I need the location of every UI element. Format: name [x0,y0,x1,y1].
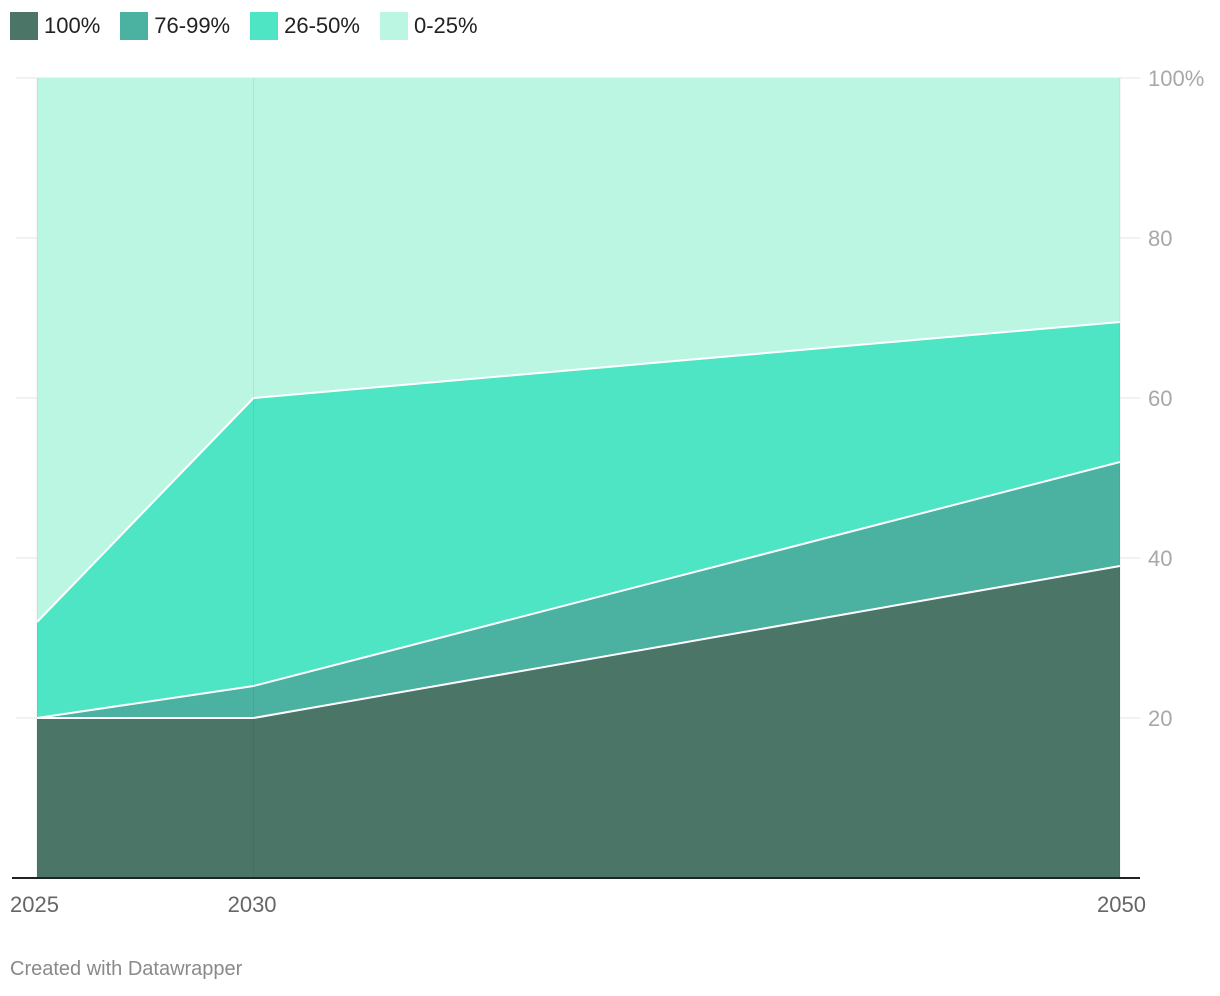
boundary-line-26-50 [36,321,1121,623]
legend-swatch-100 [10,12,38,40]
legend-label-0-25: 0-25% [413,13,478,38]
area-0-25 [37,78,1120,622]
legend-label-100: 100% [44,13,101,38]
legend-item-100: 100% [10,12,100,40]
x-tick-label-2030: 2030 [228,892,277,917]
legend-label-76-99: 76-99% [154,13,231,38]
legend-item-0-25: 0-25% [379,12,478,40]
legend-item-76-99: 76-99% [120,12,230,40]
chart-legend: 100% 76-99% 26-50% 0-25% [10,12,478,40]
y-tick-label-60: 60 [1148,386,1172,411]
x-tick-label-2025: 2025 [10,892,59,917]
y-tick-label-40: 40 [1148,546,1172,571]
legend-swatch-0-25 [379,12,408,40]
legend-item-26-50: 26-50% [250,12,360,40]
boundary-line-76-99 [36,461,1121,719]
boundary-line-100 [37,565,1121,719]
area-100 [37,566,1120,878]
y-tick-label-80: 80 [1148,226,1172,251]
legend-swatch-76-99 [120,12,149,40]
x-tick-label-2050: 2050 [1097,892,1146,917]
datawrapper-credit: Created with Datawrapper [10,958,243,980]
legend-label-26-50: 26-50% [284,13,360,38]
y-tick-label-100: 100% [1148,66,1204,91]
area-76-99 [37,462,1120,718]
y-tick-label-20: 20 [1148,706,1172,731]
area-26-50 [37,322,1120,718]
legend-swatch-26-50 [250,12,279,40]
